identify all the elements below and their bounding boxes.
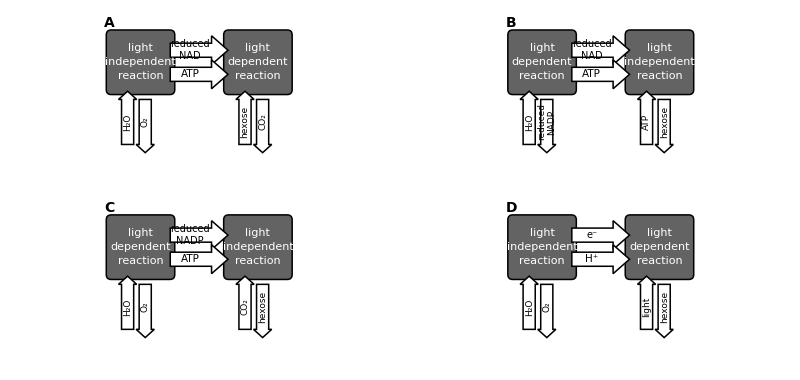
Polygon shape [520, 276, 538, 329]
FancyBboxPatch shape [508, 30, 576, 95]
FancyBboxPatch shape [626, 30, 694, 95]
Text: reduced
NADP: reduced NADP [537, 103, 557, 141]
Text: O₂: O₂ [542, 302, 551, 312]
Text: O₂: O₂ [141, 302, 150, 312]
Text: H₂O: H₂O [123, 113, 132, 131]
Polygon shape [638, 276, 656, 329]
Polygon shape [236, 276, 254, 329]
Polygon shape [118, 276, 137, 329]
Text: CO₂: CO₂ [258, 114, 267, 130]
FancyBboxPatch shape [224, 30, 292, 95]
Polygon shape [136, 100, 154, 153]
Polygon shape [254, 284, 272, 337]
Polygon shape [572, 36, 630, 65]
Polygon shape [118, 91, 137, 144]
Text: B: B [506, 16, 517, 30]
Text: C: C [104, 201, 114, 215]
Polygon shape [572, 60, 630, 89]
Polygon shape [538, 100, 556, 153]
Text: e⁻: e⁻ [586, 230, 598, 240]
FancyBboxPatch shape [106, 30, 174, 95]
FancyBboxPatch shape [106, 215, 174, 279]
Text: light
independent
reaction: light independent reaction [222, 228, 294, 266]
Text: reduced
NAD: reduced NAD [572, 40, 611, 61]
Text: light
dependent
reaction: light dependent reaction [512, 43, 572, 81]
Text: light
dependent
reaction: light dependent reaction [228, 43, 288, 81]
Polygon shape [638, 91, 656, 144]
FancyBboxPatch shape [224, 215, 292, 279]
Polygon shape [170, 245, 228, 274]
Text: light
dependent
reaction: light dependent reaction [630, 228, 690, 266]
Text: O₂: O₂ [141, 117, 150, 127]
Text: A: A [104, 16, 115, 30]
Polygon shape [655, 100, 674, 153]
FancyBboxPatch shape [626, 215, 694, 279]
Text: ATP: ATP [642, 114, 651, 130]
Text: H⁺: H⁺ [585, 254, 598, 264]
Text: light
independent
reaction: light independent reaction [105, 43, 176, 81]
Text: ATP: ATP [181, 254, 199, 264]
Polygon shape [136, 284, 154, 337]
Polygon shape [538, 284, 556, 337]
Text: H₂O: H₂O [123, 298, 132, 315]
Polygon shape [236, 91, 254, 144]
Text: light: light [642, 297, 651, 317]
Text: ATP: ATP [582, 69, 601, 79]
Text: light
independent
reaction: light independent reaction [624, 43, 695, 81]
Polygon shape [572, 245, 630, 274]
Text: H₂O: H₂O [525, 298, 534, 315]
Text: H₂O: H₂O [525, 113, 534, 131]
Polygon shape [170, 60, 228, 89]
Text: hexose: hexose [258, 291, 267, 323]
Polygon shape [520, 91, 538, 144]
Polygon shape [572, 221, 630, 250]
Text: CO₂: CO₂ [241, 298, 250, 315]
FancyBboxPatch shape [508, 215, 576, 279]
Polygon shape [170, 36, 228, 65]
Text: reduced
NADP: reduced NADP [170, 224, 210, 246]
Text: light
dependent
reaction: light dependent reaction [110, 228, 170, 266]
Text: D: D [506, 201, 518, 215]
Text: hexose: hexose [660, 291, 669, 323]
Text: hexose: hexose [660, 106, 669, 138]
Polygon shape [655, 284, 674, 337]
Text: ATP: ATP [181, 69, 199, 79]
Text: light
independent
reaction: light independent reaction [506, 228, 578, 266]
Text: hexose: hexose [241, 106, 250, 138]
Polygon shape [170, 221, 228, 250]
Text: reduced
NAD: reduced NAD [170, 40, 210, 61]
Polygon shape [254, 100, 272, 153]
